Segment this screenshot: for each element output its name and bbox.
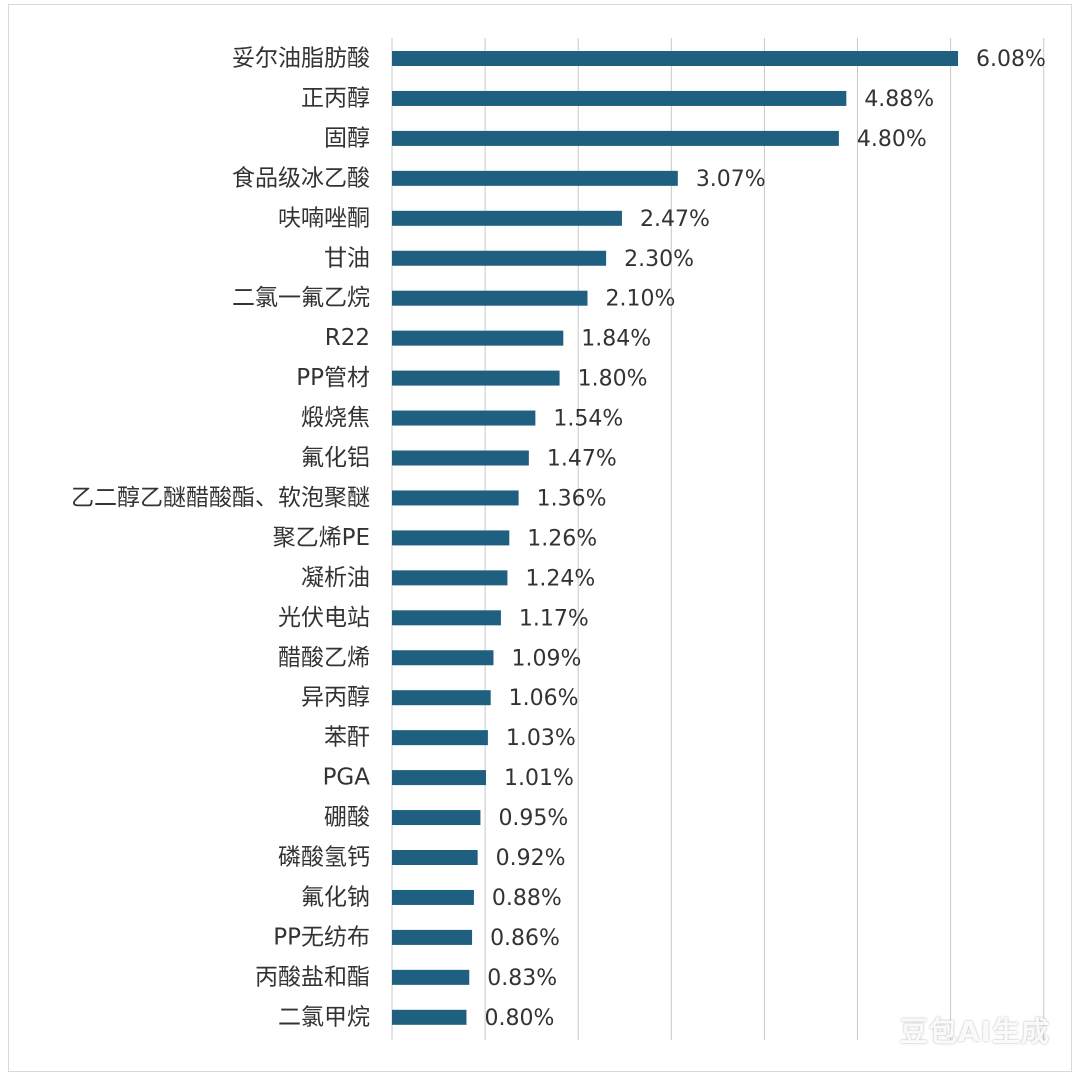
gridlines <box>391 38 1045 1040</box>
bar <box>392 889 474 905</box>
data-label: 1.09% <box>511 646 581 671</box>
bar <box>392 570 508 586</box>
category-label: 呋喃唑酮 <box>278 205 370 231</box>
bar <box>392 90 847 106</box>
category-label: 妥尔油脂肪酸 <box>232 46 370 72</box>
category-label: 乙二醇乙醚醋酸酯、软泡聚醚 <box>71 485 370 511</box>
data-label: 6.08% <box>976 47 1046 72</box>
data-label: 1.24% <box>525 566 595 591</box>
data-label: 0.88% <box>492 886 562 911</box>
category-label: 固醇 <box>324 125 370 151</box>
data-label: 1.03% <box>506 726 576 751</box>
data-label: 2.10% <box>606 287 676 312</box>
data-label: 1.47% <box>547 447 617 472</box>
bar <box>392 610 501 626</box>
data-label: 2.30% <box>624 247 694 272</box>
bar <box>392 690 491 706</box>
category-label: 光伏电站 <box>278 605 370 631</box>
bar <box>392 810 481 826</box>
bar <box>392 650 494 666</box>
category-label: 凝析油 <box>301 565 370 591</box>
bar <box>392 770 487 786</box>
data-label: 1.01% <box>504 766 574 791</box>
data-label: 4.88% <box>864 87 934 112</box>
category-label: 异丙醇 <box>301 685 370 711</box>
bar <box>392 410 536 426</box>
data-label: 2.47% <box>640 207 710 232</box>
bar <box>392 250 607 266</box>
category-label: 甘油 <box>324 245 370 271</box>
data-label: 0.95% <box>498 806 568 831</box>
category-label: 正丙醇 <box>301 85 370 111</box>
value-labels: 6.08% 4.88% 4.80% 3.07% 2.47% 2.30% 2.10% 1.84%… <box>484 47 1045 1031</box>
category-label: R22 <box>325 325 370 351</box>
bars <box>392 51 959 1025</box>
data-label: 0.80% <box>484 1006 554 1031</box>
category-label: 食品级冰乙酸 <box>232 165 370 191</box>
category-label: 丙酸盐和酯 <box>255 964 370 990</box>
category-label: PP管材 <box>296 365 370 391</box>
category-label: 氟化钠 <box>301 884 370 910</box>
bar <box>392 130 839 146</box>
bar <box>392 1009 467 1025</box>
chart-frame <box>8 4 1072 1072</box>
category-label: 二氯甲烷 <box>278 1004 370 1030</box>
data-label: 3.07% <box>696 167 766 192</box>
category-label: 煅烧焦 <box>301 405 370 431</box>
data-label: 1.36% <box>537 486 607 511</box>
bar <box>392 330 564 346</box>
bar <box>392 290 588 306</box>
category-label: PP无纺布 <box>273 924 370 950</box>
bar <box>392 730 488 746</box>
data-label: 0.86% <box>490 926 560 951</box>
category-label: 苯酐 <box>324 725 370 751</box>
data-label: 1.26% <box>527 526 597 551</box>
bar <box>392 210 622 226</box>
category-label: 聚乙烯PE <box>273 525 370 551</box>
category-label: 二氯一氟乙烷 <box>232 285 370 311</box>
data-label: 0.92% <box>496 846 566 871</box>
category-label: PGA <box>323 765 371 791</box>
bar <box>392 969 470 985</box>
category-label: 磷酸氢钙 <box>278 845 370 871</box>
data-label: 1.54% <box>553 407 623 432</box>
data-label: 1.06% <box>509 686 579 711</box>
data-label: 1.84% <box>581 327 651 352</box>
category-label: 醋酸乙烯 <box>278 645 370 671</box>
data-label: 1.80% <box>578 367 648 392</box>
bar <box>392 370 560 386</box>
data-label: 0.83% <box>487 966 557 991</box>
bar <box>392 850 478 865</box>
bar <box>392 490 519 506</box>
data-label: 4.80% <box>857 127 927 152</box>
bar <box>392 450 529 466</box>
bar <box>392 51 959 66</box>
data-label: 1.17% <box>519 606 589 631</box>
bar <box>392 929 473 945</box>
bar <box>392 170 678 186</box>
category-label: 硼酸 <box>324 805 370 831</box>
watermark: 豆包AI生成 <box>899 1015 1050 1048</box>
category-label: 氟化铝 <box>301 445 370 471</box>
bar <box>392 530 510 546</box>
